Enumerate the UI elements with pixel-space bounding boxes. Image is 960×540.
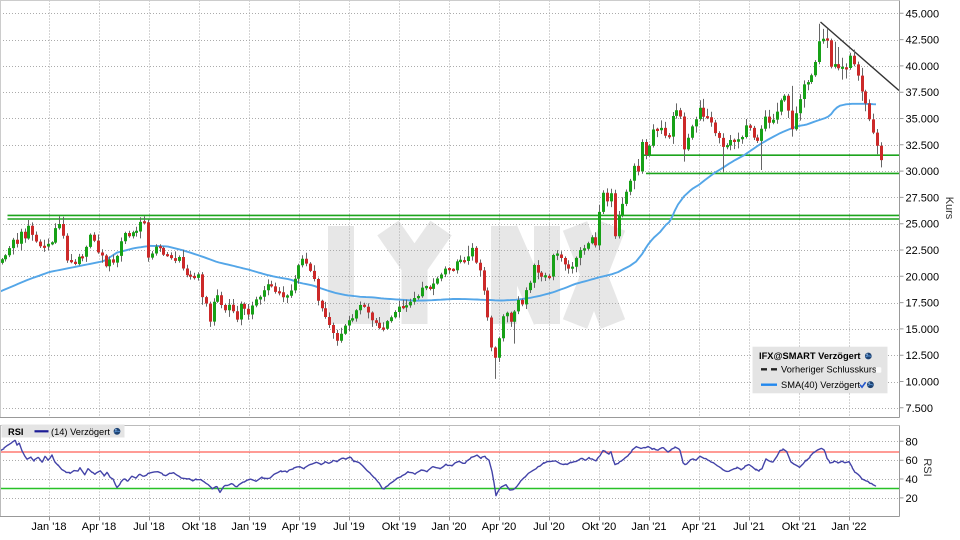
svg-text:Jul '18: Jul '18 <box>133 521 164 533</box>
svg-text:(14) Verzögert: (14) Verzögert <box>51 427 110 437</box>
svg-text:32.500: 32.500 <box>906 140 940 152</box>
svg-text:Okt '19: Okt '19 <box>382 521 417 533</box>
svg-text:10.000: 10.000 <box>906 377 940 389</box>
svg-text:7.500: 7.500 <box>906 403 934 415</box>
svg-text:Kurs: Kurs <box>943 197 955 220</box>
svg-text:Vorheriger Schlusskurs: Vorheriger Schlusskurs <box>781 365 877 375</box>
svg-text:Okt '21: Okt '21 <box>782 521 817 533</box>
svg-text:20: 20 <box>906 493 918 505</box>
svg-text:Jan '20: Jan '20 <box>431 521 466 533</box>
svg-text:SMA(40) Verzögert: SMA(40) Verzögert <box>781 380 860 390</box>
svg-text:40.000: 40.000 <box>906 61 940 73</box>
svg-text:Apr '19: Apr '19 <box>282 521 317 533</box>
svg-text:30.000: 30.000 <box>906 166 940 178</box>
svg-text:17.500: 17.500 <box>906 298 940 310</box>
svg-text:12.500: 12.500 <box>906 350 940 362</box>
svg-text:Okt '20: Okt '20 <box>582 521 617 533</box>
svg-text:80: 80 <box>906 436 918 448</box>
svg-text:Jan '22: Jan '22 <box>831 521 866 533</box>
svg-text:27.500: 27.500 <box>906 192 940 204</box>
svg-text:20.000: 20.000 <box>906 271 940 283</box>
svg-text:Jan '19: Jan '19 <box>231 521 266 533</box>
svg-text:35.000: 35.000 <box>906 114 940 126</box>
svg-text:45.000: 45.000 <box>906 8 940 20</box>
svg-text:Jul '20: Jul '20 <box>533 521 564 533</box>
svg-text:42.500: 42.500 <box>906 35 940 47</box>
svg-text:22.500: 22.500 <box>906 245 940 257</box>
svg-text:Apr '21: Apr '21 <box>682 521 717 533</box>
svg-text:Jan '21: Jan '21 <box>631 521 666 533</box>
svg-text:Jul '21: Jul '21 <box>733 521 764 533</box>
svg-text:RSI: RSI <box>921 458 933 476</box>
svg-text:Jul '19: Jul '19 <box>333 521 364 533</box>
svg-text:25.000: 25.000 <box>906 219 940 231</box>
svg-text:Okt '18: Okt '18 <box>182 521 217 533</box>
svg-text:RSI: RSI <box>8 427 24 437</box>
svg-text:Jan '18: Jan '18 <box>31 521 66 533</box>
svg-text:IFX@SMART Verzögert: IFX@SMART Verzögert <box>759 351 861 361</box>
svg-text:Apr '20: Apr '20 <box>482 521 517 533</box>
svg-text:37.500: 37.500 <box>906 87 940 99</box>
svg-text:Apr '18: Apr '18 <box>82 521 117 533</box>
svg-text:40: 40 <box>906 474 918 486</box>
svg-text:15.000: 15.000 <box>906 324 940 336</box>
svg-text:60: 60 <box>906 455 918 467</box>
